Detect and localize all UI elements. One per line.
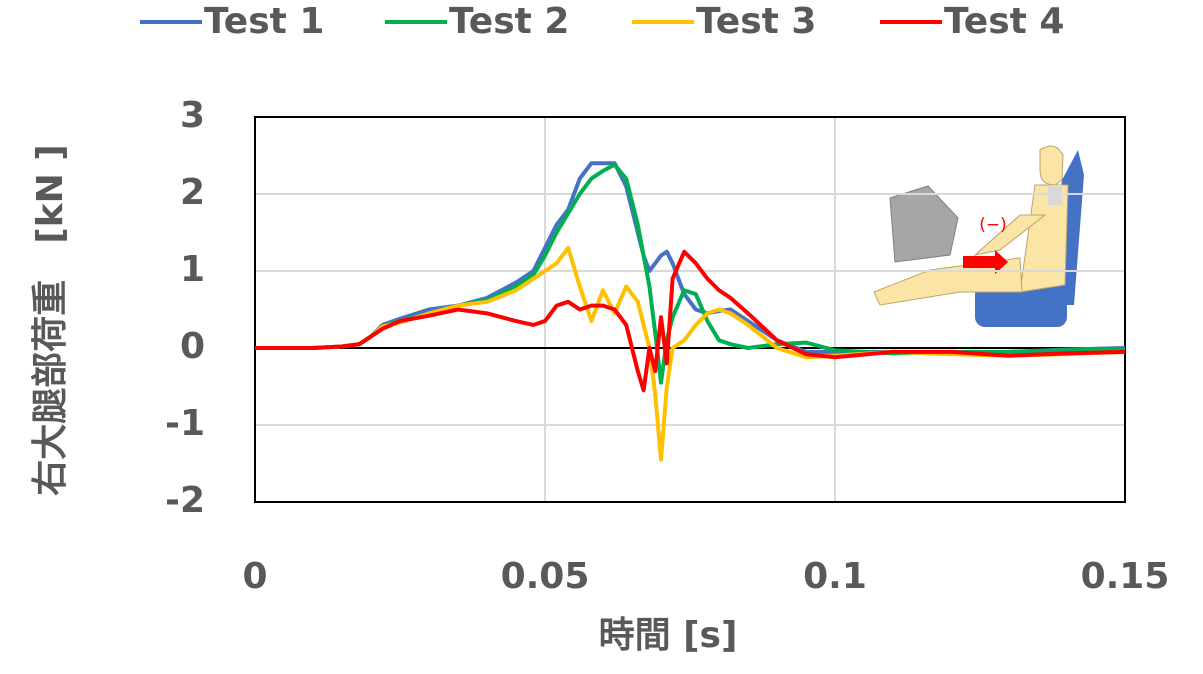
legend-label: Test 2 — [449, 1, 569, 42]
x-tick-label: 0.05 — [501, 556, 590, 597]
x-axis-label: 時間 [s] — [599, 615, 738, 656]
x-tick-label: 0 — [242, 556, 267, 597]
y-tick-label: 1 — [180, 249, 205, 290]
legend-label: Test 1 — [204, 1, 324, 42]
chart: (−) 時間 [s] 右大腿部荷重 [kN ] -2 -1 0 1 2 3 0 0.05 0.1… — [0, 0, 1203, 674]
y-tick-label: 2 — [180, 172, 205, 213]
y-tick-label: 3 — [180, 95, 205, 136]
x-tick-label: 0.1 — [803, 556, 867, 597]
y-tick-label: -1 — [165, 403, 205, 444]
y-tick-label: -2 — [165, 480, 205, 521]
x-tick-label: 0.15 — [1081, 556, 1170, 597]
legend-label: Test 4 — [944, 1, 1064, 42]
legend-label: Test 3 — [696, 1, 816, 42]
inset-label: (−) — [979, 215, 1007, 235]
y-tick-label: 0 — [180, 326, 205, 367]
inset-illustration: (−) — [874, 146, 1084, 327]
y-axis-label: 右大腿部荷重 [kN ] — [30, 144, 71, 496]
